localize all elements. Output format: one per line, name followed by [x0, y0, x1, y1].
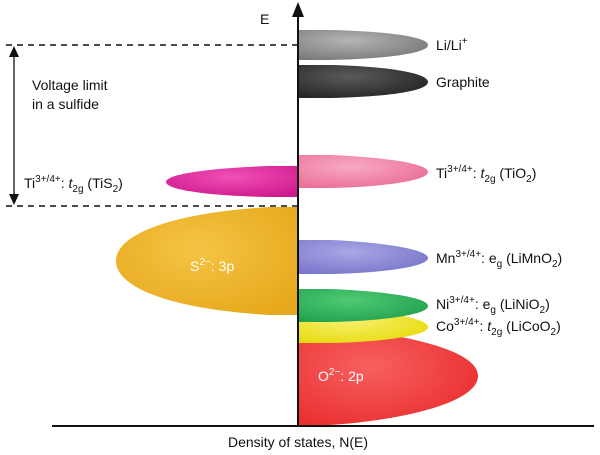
voltage-limit-label-line1: Voltage limit — [32, 77, 108, 93]
y-axis-arrowhead — [292, 2, 304, 17]
oxygen-label: O2−: 2p — [318, 367, 364, 384]
ni-label: Ni3+/4+: eg (LiNiO2) — [436, 295, 550, 316]
voltage-limit-arrowhead-top — [9, 46, 19, 57]
ti-sulfide-band — [166, 166, 298, 197]
y-axis-label: E — [260, 11, 269, 27]
graphite-band — [298, 65, 428, 98]
ti-oxide-band — [298, 155, 428, 188]
li-band — [298, 30, 428, 60]
ti-oxide-label: Ti3+/4+: t2g (TiO2) — [436, 164, 536, 185]
mn-label: Mn3+/4+: eg (LiMnO2) — [436, 249, 562, 270]
ti-sulfide-label: Ti3+/4+: t2g (TiS2) — [24, 174, 123, 195]
x-axis-label: Density of states, N(E) — [228, 434, 368, 450]
voltage-limit-arrowhead-bottom — [9, 194, 19, 205]
graphite-label: Graphite — [436, 74, 490, 90]
sulfur-label: S2−: 3p — [190, 257, 234, 274]
mn-band — [298, 240, 428, 274]
voltage-limit-label-line2: in a sulfide — [32, 96, 99, 112]
li-label: Li/Li+ — [436, 36, 468, 53]
ni-band — [298, 289, 428, 322]
co-label: Co3+/4+: t2g (LiCoO2) — [436, 317, 561, 338]
oxygen-band — [298, 327, 478, 425]
sulfur-band — [116, 207, 298, 315]
